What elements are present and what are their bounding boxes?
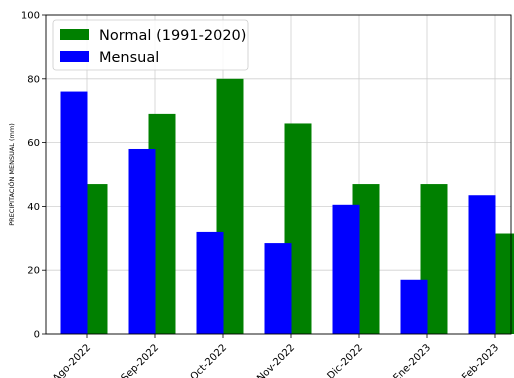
legend-swatch — [60, 29, 89, 40]
y-tick-label: 0 — [34, 330, 40, 341]
bar-mensual — [196, 231, 224, 334]
y-tick-label: 20 — [27, 266, 40, 277]
y-tick-label: 80 — [27, 74, 40, 85]
legend-label: Mensual — [99, 50, 159, 66]
y-tick-label: 40 — [27, 202, 40, 213]
legend-label: Normal (1991-2020) — [99, 28, 246, 44]
legend-swatch — [60, 51, 89, 62]
bar-mensual — [264, 243, 292, 334]
x-tick-label: Dic-2022 — [325, 342, 365, 378]
y-tick-label: 60 — [27, 138, 40, 149]
y-axis-title: PRECIPITACIÓN MENSUAL (mm) — [7, 123, 16, 225]
x-tick-label: Sep-2022 — [119, 342, 161, 378]
bar-mensual — [60, 91, 88, 334]
x-tick-label: Feb-2023 — [460, 342, 501, 378]
x-tick-label: Ene-2023 — [391, 342, 433, 378]
x-tick-label: Ago-2022 — [51, 342, 93, 378]
x-tick-label: Oct-2022 — [189, 342, 230, 378]
axes — [42, 14, 512, 338]
y-tick-label: 100 — [21, 11, 40, 22]
plot-frame — [45, 14, 512, 335]
legend: Normal (1991-2020) Mensual — [52, 19, 249, 71]
legend-frame — [52, 19, 249, 71]
x-tick-label: Nov-2022 — [255, 342, 297, 378]
bar-mensual — [332, 204, 360, 334]
bars — [60, 78, 514, 335]
bar-mensual — [128, 148, 156, 334]
bar-mensual — [400, 279, 428, 334]
bar-mensual — [468, 195, 496, 334]
